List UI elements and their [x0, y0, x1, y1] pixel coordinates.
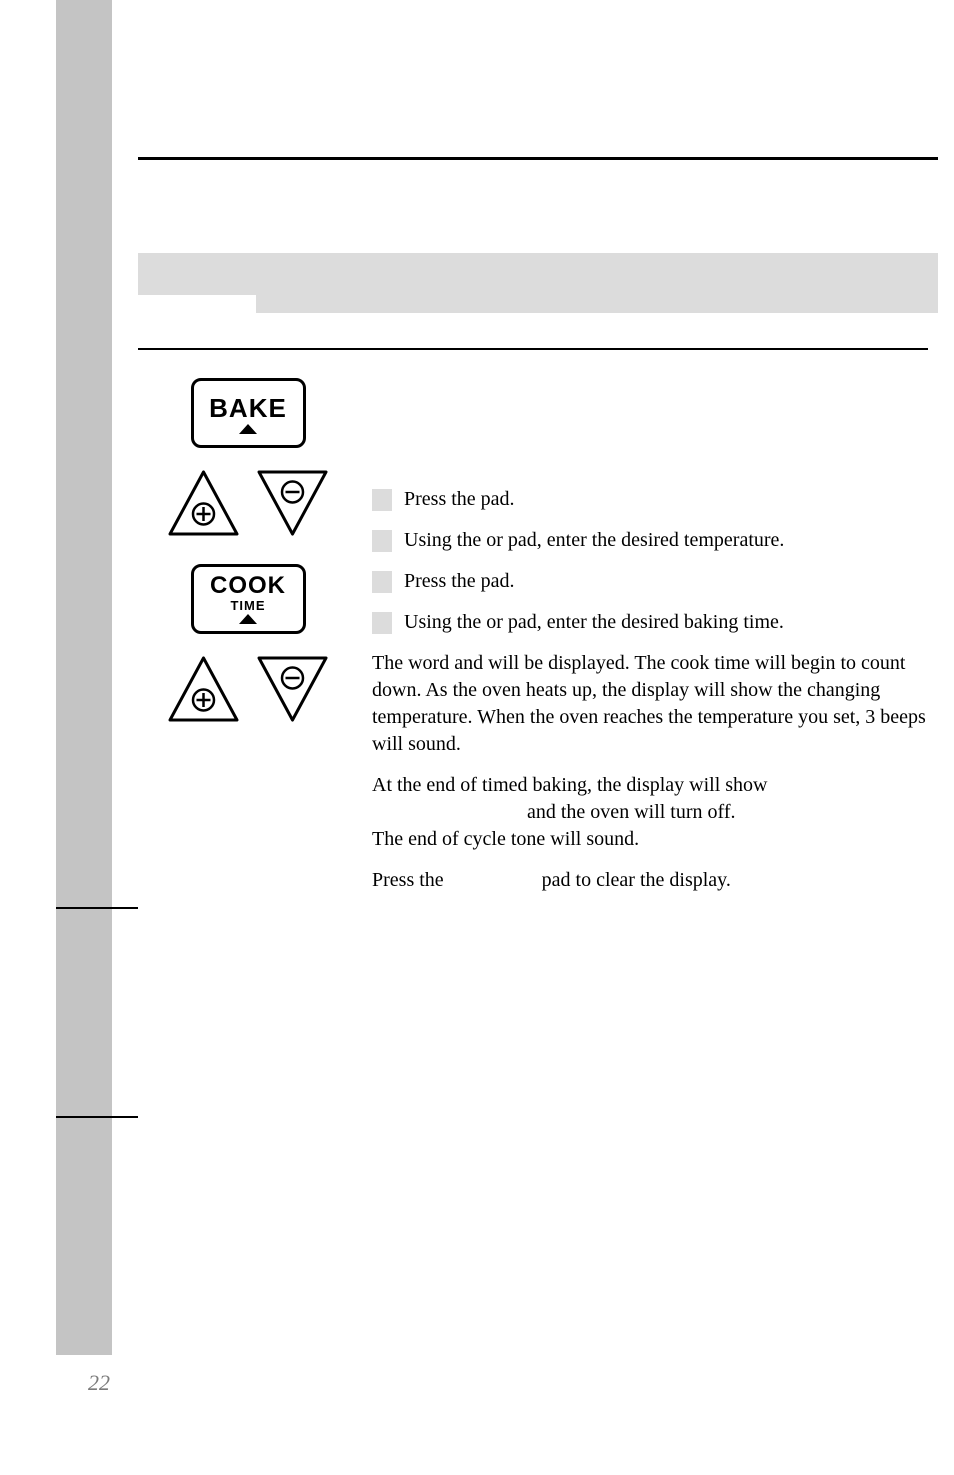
left-divider-2: [56, 1116, 138, 1118]
decrease-button[interactable]: [255, 468, 330, 538]
step-2-post: pad, enter the desired temperature.: [508, 529, 785, 551]
step-marker: [372, 571, 392, 593]
section-rule: [138, 348, 928, 350]
cook-indicator-icon: [239, 614, 257, 624]
p3-b: pad to clear the display.: [542, 869, 731, 891]
step-2-pre: Using the: [404, 529, 486, 551]
paragraph-2: At the end of timed baking, the display …: [372, 772, 927, 853]
p3-a: Press the: [372, 869, 449, 891]
content-column: Press the pad. Using the or pad, enter t…: [372, 486, 927, 908]
p1-a: The word: [372, 652, 454, 674]
step-4-pre: Using the: [404, 611, 486, 633]
step-3: Press the pad.: [372, 568, 927, 595]
banner-top: [138, 253, 938, 295]
plus-minus-row-2: [158, 654, 338, 724]
step-2-mid: or: [486, 529, 508, 551]
p2-b: and the oven will turn off.: [527, 801, 735, 823]
page-number: 22: [88, 1370, 110, 1396]
step-3-pre: Press the: [404, 570, 481, 592]
bake-button[interactable]: BAKE: [191, 378, 306, 448]
increase-button-2[interactable]: [166, 654, 241, 724]
top-rule: [138, 157, 938, 160]
p2-c: The end of cycle tone will sound.: [372, 828, 639, 850]
step-4-post: pad, enter the desired baking time.: [508, 611, 784, 633]
step-1: Press the pad.: [372, 486, 927, 513]
plus-minus-row-1: [158, 468, 338, 538]
banner-extension: [256, 295, 938, 313]
p1-b: and: [454, 652, 488, 674]
cook-time-button[interactable]: COOK TIME: [191, 564, 306, 634]
step-text: Press the pad.: [404, 568, 927, 595]
bake-indicator-icon: [239, 424, 257, 434]
controls-column: BAKE: [158, 378, 338, 750]
step-3-post: pad.: [481, 570, 515, 592]
decrease-button-2[interactable]: [255, 654, 330, 724]
step-4: Using the or pad, enter the desired baki…: [372, 609, 927, 636]
increase-button[interactable]: [166, 468, 241, 538]
left-sidebar: [56, 0, 112, 1355]
step-marker: [372, 612, 392, 634]
step-marker: [372, 489, 392, 511]
left-divider-1: [56, 907, 138, 909]
step-2: Using the or pad, enter the desired temp…: [372, 527, 927, 554]
step-1-post: pad.: [481, 488, 515, 510]
paragraph-3: Press the pad to clear the display.: [372, 867, 927, 894]
step-4-mid: or: [486, 611, 508, 633]
step-text: Press the pad.: [404, 486, 927, 513]
page: BAKE: [0, 0, 954, 1475]
paragraph-1: The word and will be displayed. The cook…: [372, 650, 927, 758]
step-marker: [372, 530, 392, 552]
step-text: Using the or pad, enter the desired baki…: [404, 609, 927, 636]
p2-a: At the end of timed baking, the display …: [372, 774, 768, 796]
bake-label: BAKE: [209, 393, 287, 424]
cook-label-sub: TIME: [230, 599, 265, 612]
step-text: Using the or pad, enter the desired temp…: [404, 527, 927, 554]
cook-label-main: COOK: [210, 574, 286, 598]
step-1-pre: Press the: [404, 488, 481, 510]
